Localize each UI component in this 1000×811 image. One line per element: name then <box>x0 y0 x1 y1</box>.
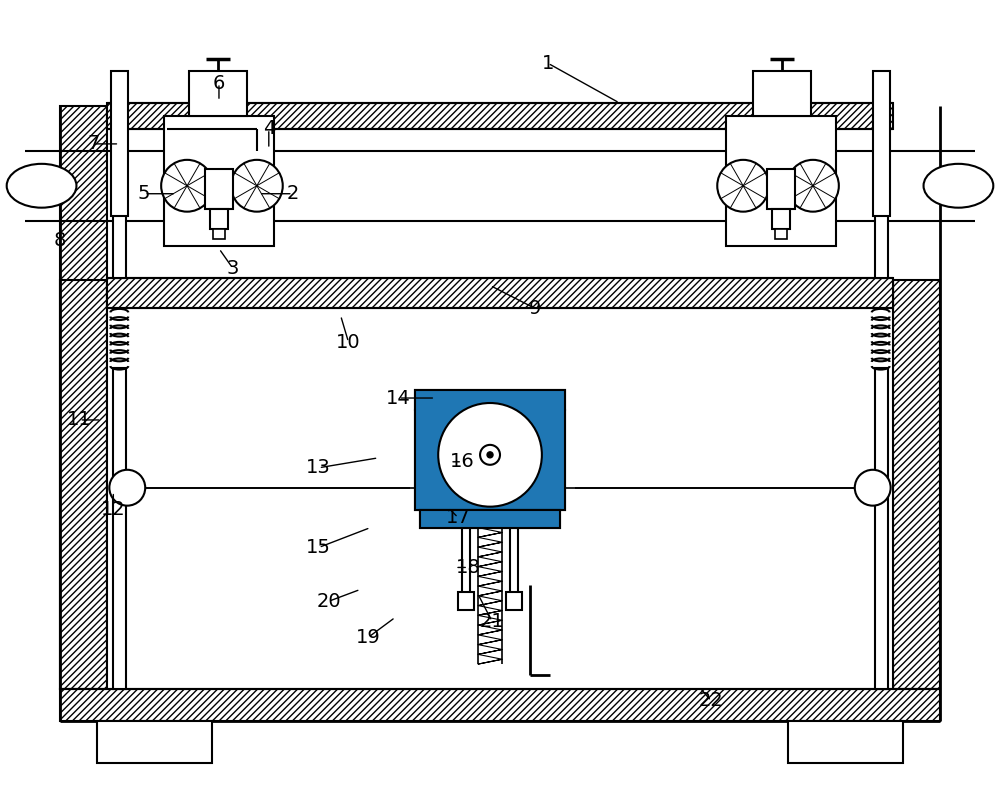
Bar <box>113 368 126 689</box>
Text: 13: 13 <box>306 458 331 478</box>
Bar <box>107 281 893 689</box>
Bar <box>164 116 274 246</box>
Circle shape <box>855 470 891 505</box>
Text: 19: 19 <box>356 628 381 646</box>
Bar <box>420 509 560 528</box>
Text: 15: 15 <box>306 538 331 557</box>
Text: 18: 18 <box>456 558 480 577</box>
Bar <box>189 71 247 116</box>
Bar <box>111 71 128 216</box>
Text: 1: 1 <box>542 54 554 73</box>
Text: 4: 4 <box>263 119 275 139</box>
Bar <box>415 390 565 509</box>
Bar <box>873 71 890 216</box>
Bar <box>875 129 888 278</box>
Text: 21: 21 <box>480 611 504 631</box>
Text: 6: 6 <box>213 74 225 92</box>
Bar <box>753 71 811 116</box>
Text: 7: 7 <box>87 135 100 153</box>
Text: 5: 5 <box>138 184 150 204</box>
Bar <box>462 528 470 607</box>
Text: 14: 14 <box>386 388 411 407</box>
Bar <box>893 281 940 689</box>
Bar <box>107 103 893 129</box>
Bar <box>107 278 893 308</box>
Bar <box>415 390 565 410</box>
Text: 8: 8 <box>53 231 66 250</box>
Circle shape <box>231 160 283 212</box>
Bar <box>60 106 107 689</box>
Bar <box>458 592 474 611</box>
Text: 17: 17 <box>446 508 471 527</box>
Bar <box>97 721 212 763</box>
Bar <box>60 281 107 689</box>
Bar <box>875 368 888 689</box>
Bar <box>506 592 522 611</box>
Text: 2: 2 <box>287 184 299 204</box>
Text: 16: 16 <box>450 453 475 471</box>
Circle shape <box>787 160 839 212</box>
Circle shape <box>161 160 213 212</box>
Text: 12: 12 <box>101 500 126 519</box>
Text: 3: 3 <box>227 259 239 278</box>
Bar <box>210 208 228 229</box>
Circle shape <box>717 160 769 212</box>
Circle shape <box>438 403 542 507</box>
Bar <box>775 229 787 238</box>
Bar <box>772 208 790 229</box>
Text: 9: 9 <box>529 298 541 318</box>
Circle shape <box>109 470 145 505</box>
Circle shape <box>480 445 500 465</box>
Ellipse shape <box>7 164 76 208</box>
Circle shape <box>487 452 493 458</box>
Text: 20: 20 <box>316 592 341 611</box>
Text: 10: 10 <box>336 333 361 352</box>
Bar <box>510 528 518 607</box>
Bar <box>420 509 560 528</box>
Text: 11: 11 <box>67 410 92 430</box>
Bar <box>788 721 903 763</box>
Bar <box>213 229 225 238</box>
Bar <box>113 129 126 278</box>
Ellipse shape <box>924 164 993 208</box>
Text: 22: 22 <box>699 692 724 710</box>
Bar <box>415 410 565 509</box>
Bar <box>60 689 940 721</box>
Bar <box>726 116 836 246</box>
Bar <box>767 169 795 208</box>
Bar <box>205 169 233 208</box>
